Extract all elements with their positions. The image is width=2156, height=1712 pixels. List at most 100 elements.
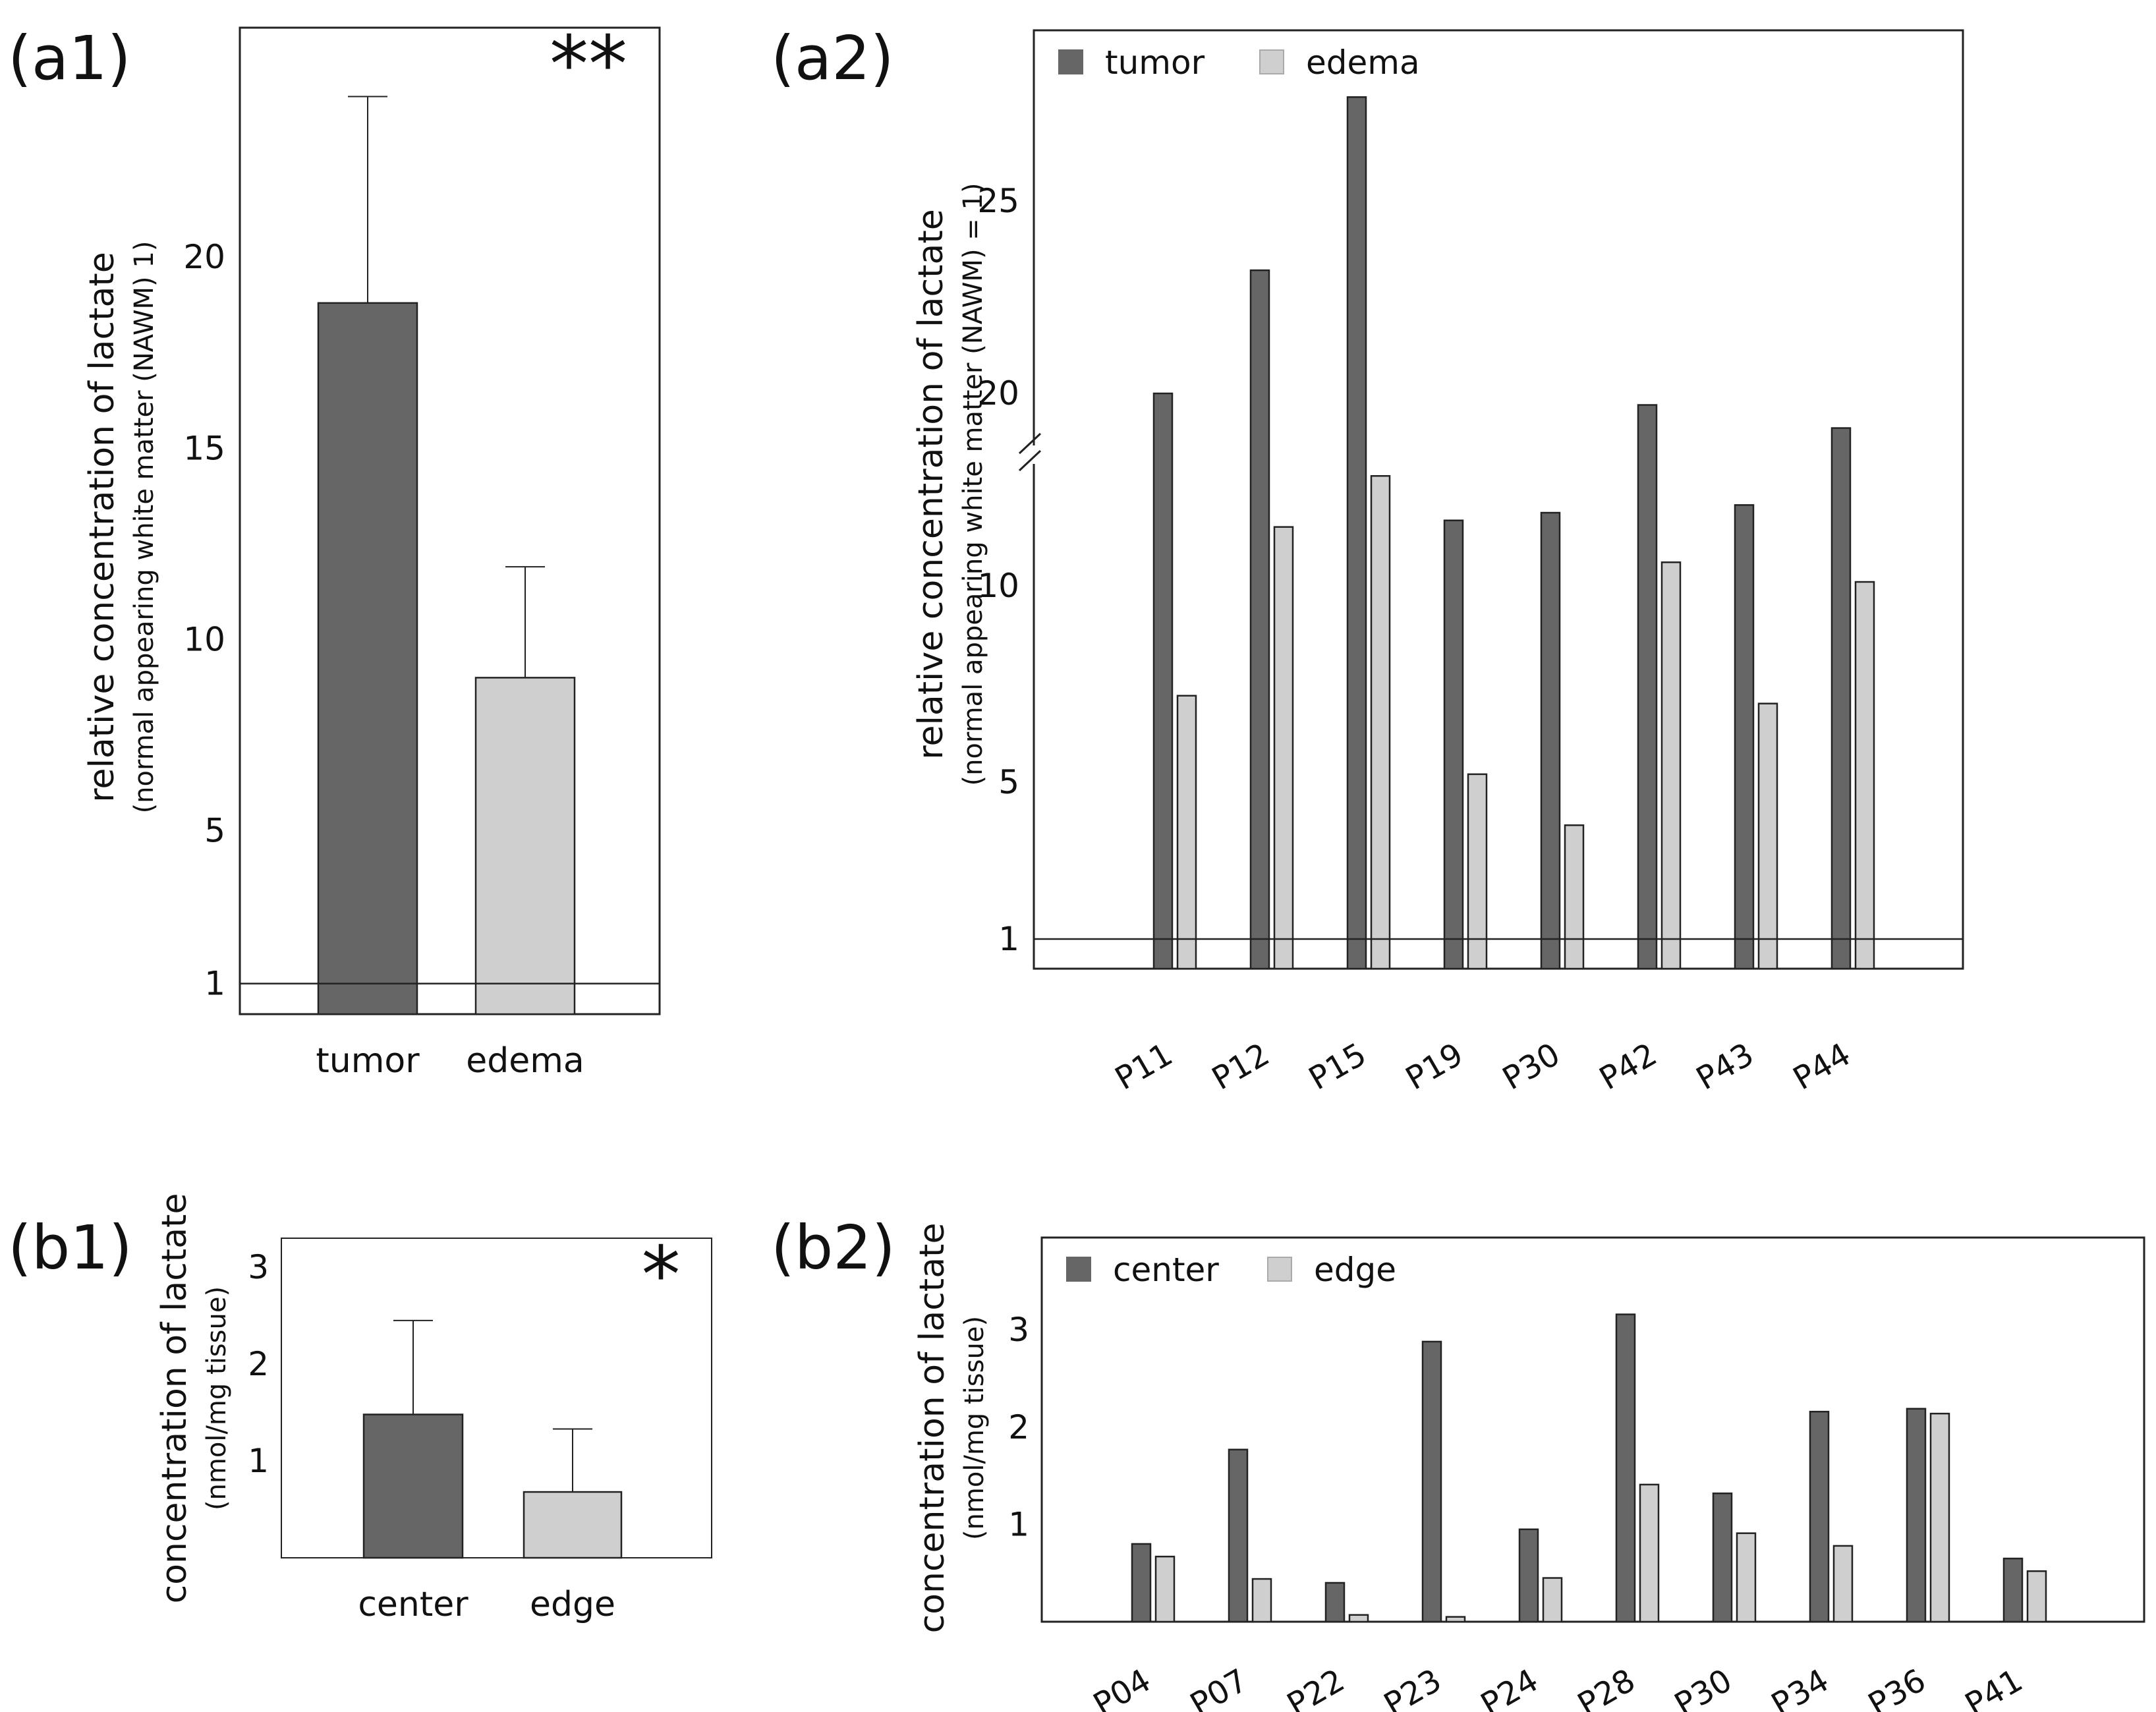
- x-category-label: P12: [1206, 1036, 1276, 1098]
- x-category-label: P30: [1668, 1662, 1738, 1712]
- bar-edge-P36: [1929, 1412, 1950, 1623]
- x-category-label: tumor: [316, 1041, 420, 1081]
- y-axis-label: relative concentration of lactate: [82, 252, 122, 803]
- significance-marker: **: [550, 18, 627, 109]
- bar-tumor-P15: [1346, 96, 1367, 970]
- bar-edge-P22: [1348, 1614, 1369, 1623]
- x-category-label: P30: [1496, 1036, 1566, 1098]
- y-tick-label: 5: [204, 811, 225, 849]
- plot-frame: [1040, 1236, 2145, 1623]
- legend-label-center: center: [1113, 1251, 1219, 1289]
- y-tick-label: 10: [977, 567, 1019, 605]
- bar-edema-P43: [1757, 702, 1778, 970]
- bar-center-P30: [1712, 1492, 1733, 1623]
- x-category-label: edge: [530, 1585, 615, 1624]
- y-tick-label: 10: [183, 620, 225, 658]
- x-category-label: P04: [1087, 1662, 1157, 1712]
- axis-break-mark: [1018, 449, 1042, 472]
- bar-center-P22: [1324, 1582, 1346, 1623]
- bar-tumor-P43: [1734, 504, 1755, 970]
- bar-tumor-P42: [1637, 404, 1658, 970]
- plot-frame: [281, 1238, 712, 1558]
- y-tick-label: 25: [977, 182, 1019, 220]
- y-axis-label: concentration of lactate: [913, 1223, 952, 1634]
- bar-edema-P11: [1176, 695, 1197, 970]
- bar-tumor: [317, 302, 418, 1015]
- x-category-label: P44: [1787, 1036, 1857, 1098]
- y-tick-label: 3: [248, 1248, 269, 1286]
- panel-label: (a2): [771, 23, 894, 94]
- bar-edge-P30: [1736, 1532, 1757, 1623]
- legend-label-edema: edema: [1306, 43, 1420, 82]
- bar-tumor-P30: [1540, 511, 1561, 970]
- x-category-label: P24: [1475, 1662, 1545, 1712]
- y-axis-label-group: relative concentration of lactate (normal…: [911, 183, 988, 785]
- bar-center: [362, 1413, 464, 1559]
- y-axis-sublabel: (normal appearing white matter (NAWM) = …: [958, 183, 988, 785]
- y-axis-sublabel: (nmol/mg tissue): [959, 1316, 990, 1540]
- y-tick-label: 15: [183, 429, 225, 467]
- legend-swatch-edema: [1259, 49, 1284, 74]
- x-category-label: P07: [1184, 1662, 1254, 1712]
- bar-edema-P12: [1273, 526, 1294, 970]
- y-tick-label: 20: [183, 238, 225, 276]
- bar-edema-P44: [1854, 581, 1875, 970]
- bar-edge: [523, 1491, 623, 1559]
- bar-edge-P24: [1542, 1577, 1563, 1623]
- bar-edge-P28: [1639, 1483, 1660, 1623]
- bar-edge-P07: [1251, 1578, 1272, 1623]
- bar-center-P07: [1228, 1448, 1249, 1623]
- legend-swatch-tumor: [1058, 49, 1083, 74]
- x-category-label: center: [358, 1585, 468, 1624]
- y-tick-label: 1: [1008, 1505, 1029, 1543]
- y-tick-label: 20: [977, 374, 1019, 413]
- bar-edema: [474, 677, 576, 1015]
- y-tick-label: 1: [248, 1442, 269, 1480]
- y-axis-label-group: concentration of lactate (nmol/mg tissue): [155, 1193, 232, 1604]
- y-tick-label: 2: [248, 1345, 269, 1383]
- bar-center-P34: [1809, 1410, 1830, 1623]
- y-tick-label: 1: [204, 965, 225, 1003]
- x-category-label: P15: [1303, 1036, 1373, 1098]
- x-category-label: P22: [1281, 1662, 1351, 1712]
- bar-tumor-P19: [1443, 519, 1464, 970]
- significance-marker: *: [642, 1229, 681, 1320]
- y-tick-label: 2: [1008, 1408, 1029, 1446]
- legend-swatch-center: [1066, 1257, 1091, 1282]
- x-category-label: P36: [1862, 1662, 1932, 1712]
- bar-edema-P30: [1564, 824, 1585, 970]
- x-category-label: edema: [466, 1041, 584, 1081]
- bar-edema-P19: [1467, 773, 1488, 970]
- x-category-label: P43: [1690, 1036, 1760, 1098]
- y-tick-label: 1: [998, 920, 1019, 958]
- legend-label-tumor: tumor: [1105, 43, 1205, 82]
- bar-tumor-P44: [1830, 427, 1852, 970]
- legend-swatch-edge: [1267, 1257, 1292, 1282]
- bar-edge-P23: [1445, 1616, 1466, 1623]
- x-category-label: P28: [1572, 1662, 1641, 1712]
- y-axis-label-group: relative concentration of lactate (normal…: [82, 241, 159, 814]
- x-category-label: P34: [1765, 1662, 1835, 1712]
- y-tick-label: 3: [1008, 1311, 1029, 1349]
- panel-label: (b2): [771, 1213, 895, 1283]
- plot-frame: [239, 26, 661, 1015]
- bar-center-P28: [1615, 1313, 1636, 1623]
- x-category-label: P23: [1378, 1662, 1448, 1712]
- axis-break-mark: [1018, 432, 1042, 455]
- bar-center-P04: [1131, 1543, 1152, 1623]
- x-category-label: P41: [1959, 1662, 2029, 1712]
- bar-center-P23: [1421, 1340, 1442, 1623]
- y-axis-label: concentration of lactate: [155, 1193, 194, 1604]
- bar-center-P36: [1906, 1408, 1927, 1623]
- bar-edge-P04: [1154, 1555, 1176, 1623]
- bar-edge-P34: [1832, 1545, 1854, 1623]
- y-axis-label-group: concentration of lactate (nmol/mg tissue): [913, 1223, 990, 1634]
- plot-frame: [1033, 29, 1964, 970]
- x-category-label: P19: [1400, 1036, 1469, 1098]
- bar-tumor-P11: [1152, 392, 1174, 970]
- bar-tumor-P12: [1249, 269, 1270, 970]
- bar-center-P41: [2002, 1557, 2024, 1623]
- legend-label-edge: edge: [1314, 1251, 1396, 1289]
- axis-break-gap: [1018, 445, 1050, 464]
